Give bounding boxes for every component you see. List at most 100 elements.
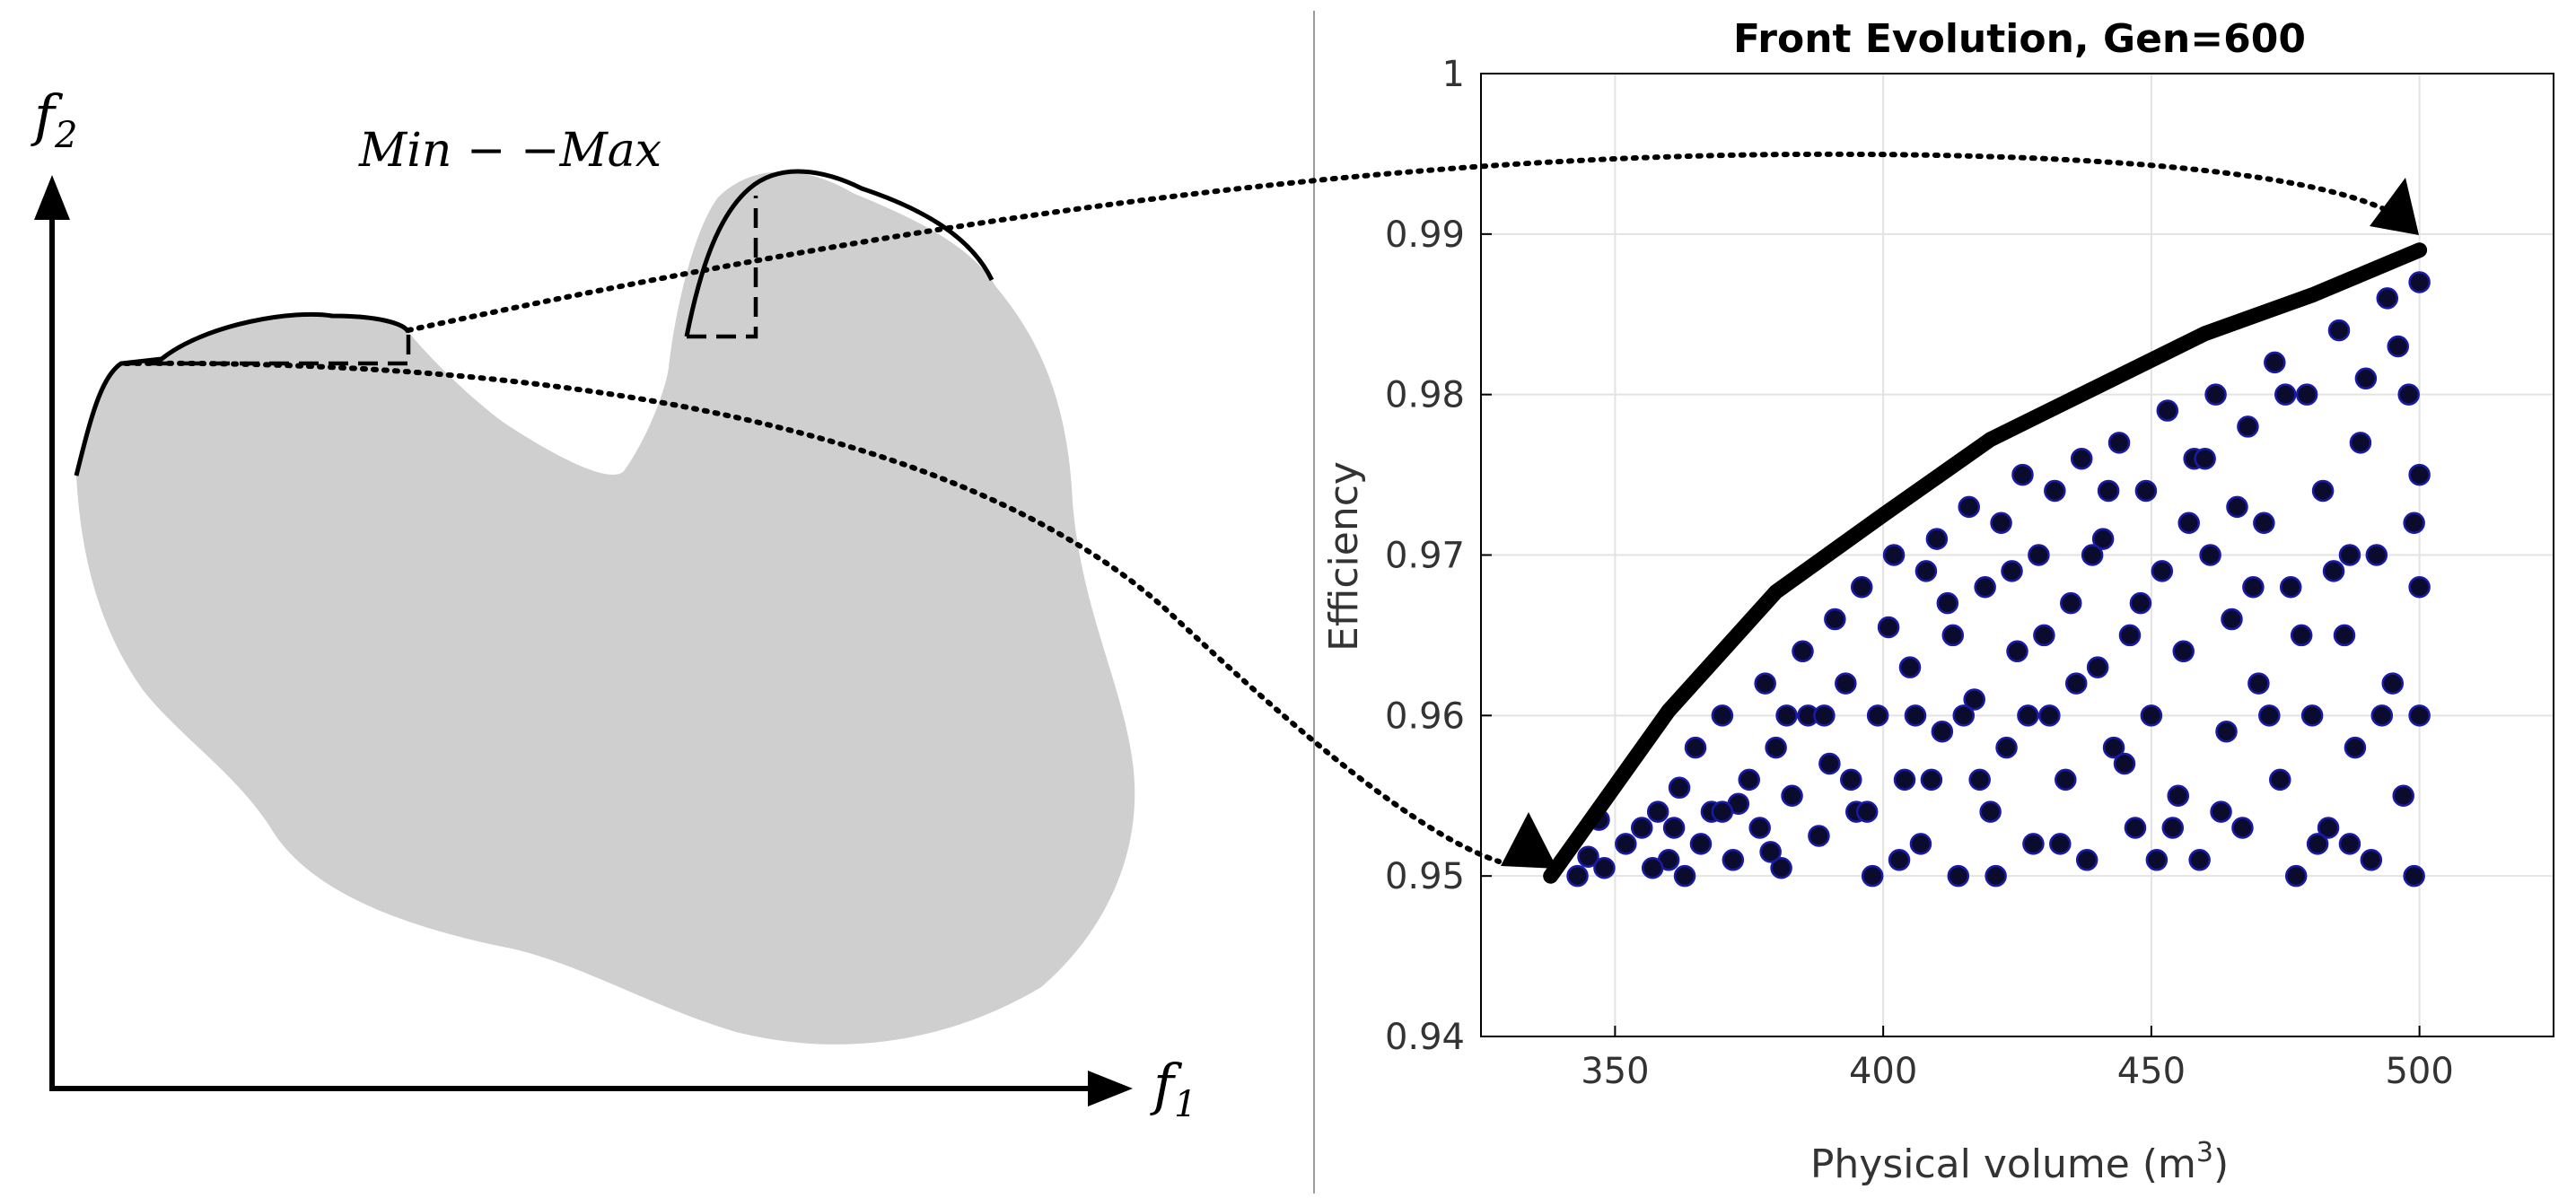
scatter-point (1920, 768, 1943, 791)
scatter-point (2086, 656, 2109, 678)
scatter-point (2177, 512, 2200, 534)
front-segment-right (684, 169, 994, 337)
scatter-point (2354, 367, 2378, 390)
scatter-point (1577, 845, 1599, 868)
scatter-point (2210, 800, 2232, 823)
scatter-point (1904, 704, 1927, 727)
scatter-point (1684, 736, 1707, 759)
scatter-point (2049, 833, 2072, 855)
scatter-point (2006, 640, 2028, 663)
scatter-point (2151, 560, 2174, 582)
scatter-point (1941, 624, 1965, 647)
connector-arrowhead-lower (1501, 812, 1557, 869)
scatter-point (2381, 672, 2404, 695)
scatter-point (1775, 704, 1798, 727)
scatter-point (1711, 800, 1734, 823)
scatter-point (2258, 704, 2281, 727)
scatter-point (2140, 704, 2163, 727)
scatter-point (2064, 672, 2088, 695)
scatter-point (2403, 864, 2425, 888)
scatter-points (1566, 271, 2431, 888)
scatter-chart: Front Evolution, Gen=600 350 400 450 500 0.9… (1321, 16, 2554, 1187)
scatter-point (2113, 752, 2136, 775)
scatter-point (1824, 608, 1846, 631)
scatter-point (1979, 800, 2002, 823)
x-axis-label: f1 (1150, 1052, 1196, 1125)
ticks: 350 400 450 500 0.94 0.95 0.96 0.97 0.98 0.99 1 (1385, 54, 2454, 1092)
scatter-point (1641, 856, 1664, 879)
scatter-point (1947, 864, 1970, 888)
scatter-point (2107, 432, 2131, 454)
scatter-point (2070, 447, 2093, 470)
scatter-point (1861, 864, 1884, 888)
scatter-point (2376, 287, 2399, 310)
pareto-front-curve (1543, 242, 2428, 884)
scatter-point (2038, 704, 2061, 727)
scatter-point (2349, 432, 2372, 454)
scatter-point (2172, 640, 2195, 663)
scatter-point (2237, 415, 2259, 438)
scatter-point (2124, 817, 2147, 839)
scatter-point (2221, 608, 2243, 631)
scatter-point (1990, 512, 2012, 534)
scatter-point (2397, 383, 2420, 406)
scatter-point (1974, 576, 1996, 599)
scatter-point (2338, 833, 2361, 855)
scatter-point (1593, 856, 1616, 879)
scatter-point (2075, 849, 2098, 871)
x-axis-arrowhead (1088, 1071, 1133, 1106)
scatter-point (2231, 817, 2254, 839)
scatter-point (1754, 672, 1776, 695)
y-tick-label: 0.94 (1385, 1017, 1465, 1058)
scatter-point (2091, 528, 2115, 550)
scatter-point (2300, 704, 2324, 727)
scatter-point (1958, 495, 1980, 519)
scatter-point (1855, 800, 1879, 823)
scatter-point (2017, 704, 2039, 727)
connector-arrow-lower (123, 360, 1502, 864)
x-tick-label: 450 (2117, 1051, 2186, 1092)
scatter-point (2022, 833, 2045, 855)
scatter-point (2097, 479, 2120, 503)
scatter-point (2322, 560, 2345, 582)
y-tick-label: 0.97 (1385, 536, 1465, 577)
scatter-point (1722, 849, 1745, 871)
x-axis-title: Physical volume (m3) (1810, 1137, 2229, 1187)
scatter-point (2001, 560, 2023, 582)
scatter-point (1711, 704, 1734, 727)
x-tick-label: 350 (1581, 1051, 1649, 1092)
scatter-point (2215, 720, 2238, 743)
scatter-point (2279, 576, 2302, 599)
scatter-point (1931, 720, 1954, 743)
scatter-point (2274, 383, 2297, 406)
scatter-point (1914, 560, 1938, 582)
scatter-point (2247, 672, 2270, 695)
scatter-point (1840, 768, 1862, 791)
scatter-point (2060, 591, 2082, 615)
scatter-point (1808, 825, 1830, 847)
scatter-point (1952, 704, 1975, 727)
scatter-point (2188, 849, 2211, 871)
min-max-annotation: Min − −Max (358, 124, 662, 178)
scatter-point (1898, 656, 1922, 678)
left-diagram: f2 f1 Min − −Max (31, 83, 1196, 1125)
scatter-point (2102, 736, 2125, 759)
scatter-point (2306, 833, 2329, 855)
scatter-point (2134, 479, 2158, 503)
scatter-point (2295, 383, 2318, 406)
scatter-point (1888, 849, 1911, 871)
scatter-point (1835, 672, 1857, 695)
scatter-point (2199, 544, 2221, 566)
scatter-point (2387, 335, 2409, 358)
y-axis-title: Efficiency (1321, 461, 1367, 651)
scatter-point (2167, 784, 2189, 807)
y-axis-label: f2 (31, 83, 77, 156)
scatter-point (2055, 768, 2077, 791)
scatter-point (1818, 752, 1841, 775)
scatter-point (2028, 544, 2050, 566)
scatter-point (2408, 463, 2431, 486)
scatter-point (1646, 800, 1669, 823)
scatter-point (1963, 688, 1985, 711)
scatter-point (1985, 864, 2007, 888)
scatter-point (1615, 833, 1637, 855)
